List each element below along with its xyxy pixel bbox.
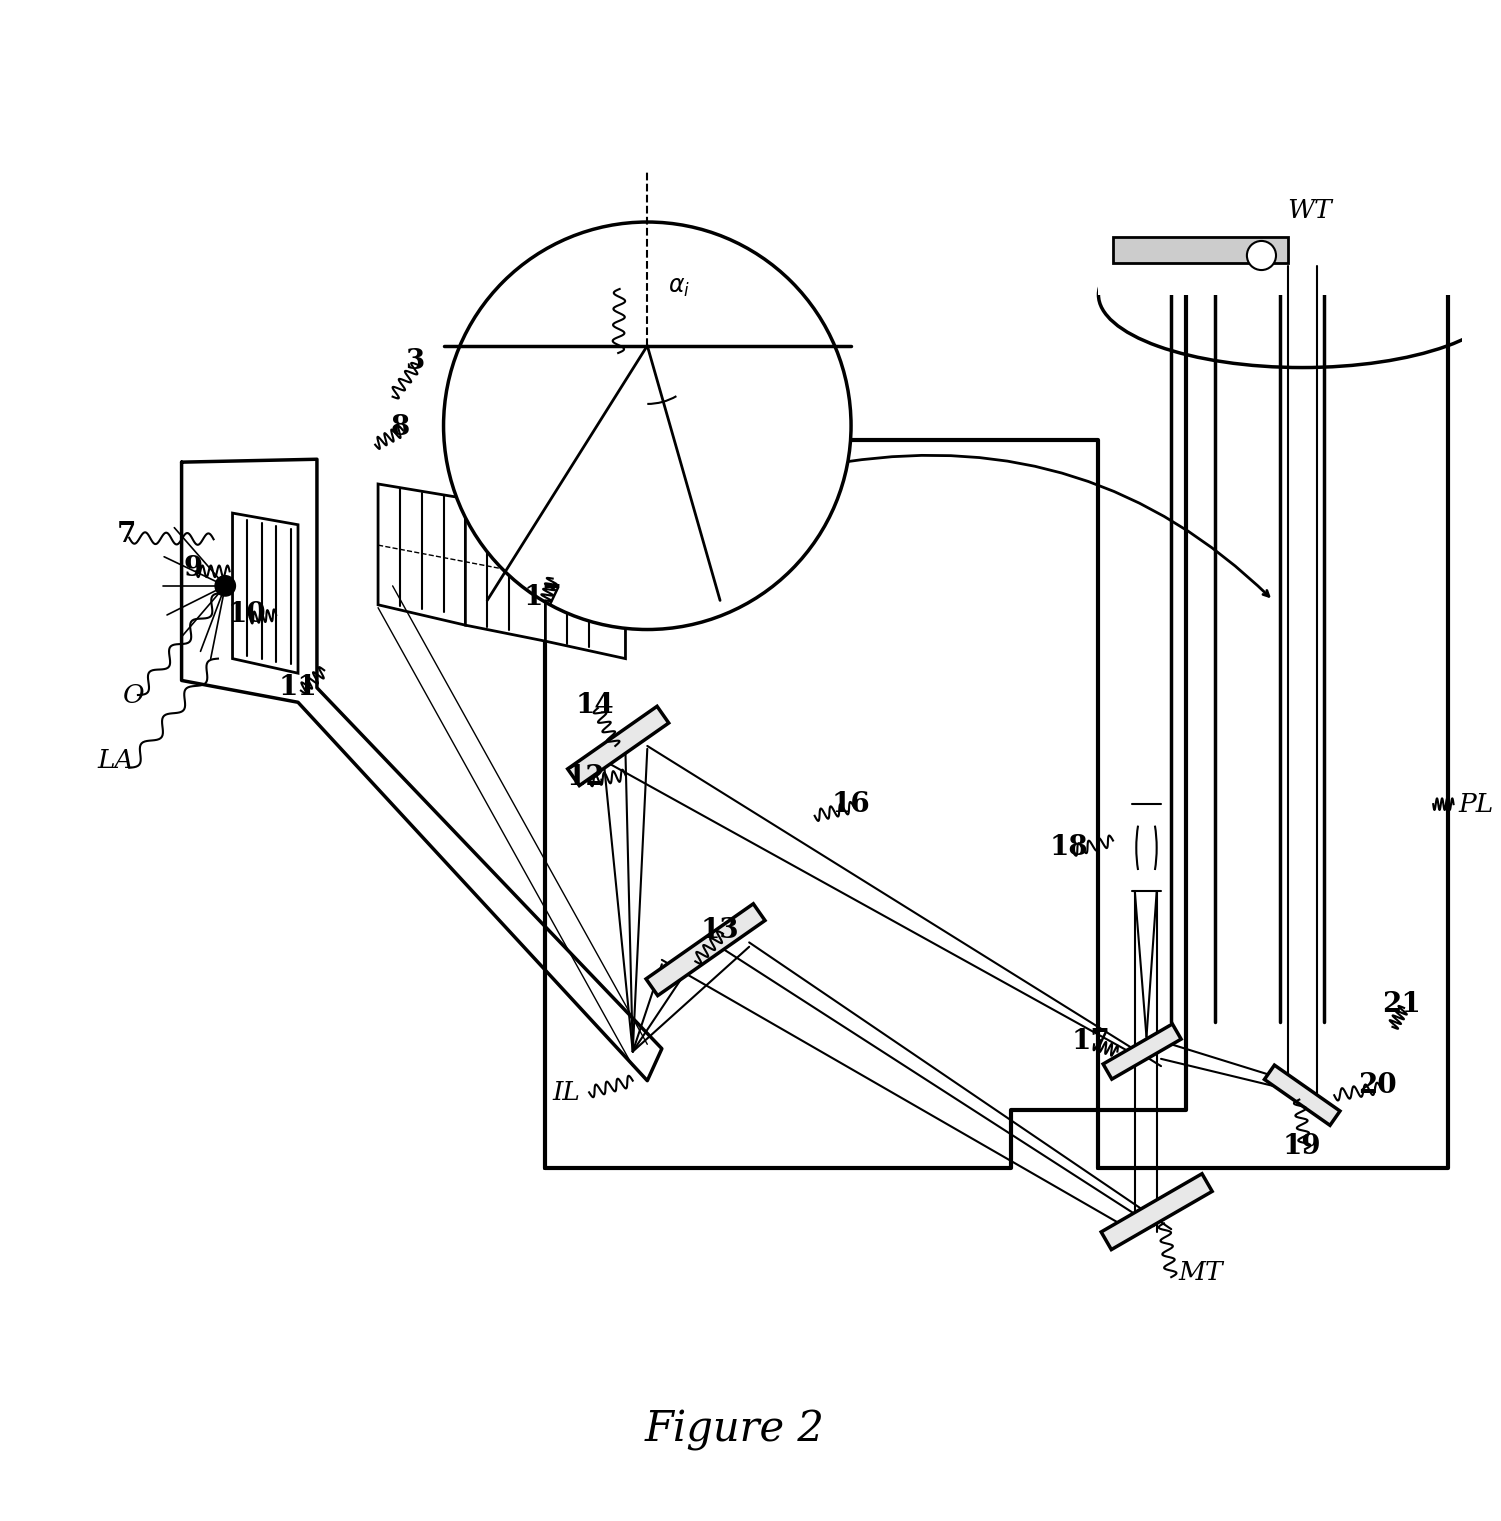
Text: 7: 7 [117, 522, 137, 549]
Text: Figure 2: Figure 2 [645, 1408, 824, 1451]
Text: 11: 11 [279, 674, 317, 701]
Polygon shape [645, 903, 766, 996]
Circle shape [444, 222, 851, 630]
Ellipse shape [1099, 222, 1501, 368]
Polygon shape [545, 516, 626, 659]
Text: IL: IL [552, 1080, 581, 1104]
Text: 9: 9 [183, 555, 203, 583]
Polygon shape [233, 513, 299, 674]
Text: 17: 17 [524, 584, 561, 611]
Text: 16: 16 [832, 791, 871, 818]
Text: LA: LA [98, 748, 134, 773]
Text: 13: 13 [701, 917, 740, 945]
Text: 12: 12 [567, 765, 605, 791]
Text: MT: MT [1178, 1261, 1223, 1285]
Circle shape [1247, 240, 1276, 271]
Polygon shape [567, 706, 669, 785]
Text: WT: WT [1288, 198, 1333, 224]
Text: $\alpha_i$: $\alpha_i$ [668, 275, 690, 300]
Polygon shape [1102, 1174, 1213, 1250]
Circle shape [215, 575, 236, 596]
Text: 21: 21 [1382, 992, 1420, 1019]
Text: 3: 3 [405, 348, 425, 376]
Polygon shape [1103, 1024, 1181, 1078]
Text: 19: 19 [1283, 1133, 1321, 1159]
Text: WT: WT [618, 277, 663, 303]
Polygon shape [378, 484, 465, 625]
Text: 20: 20 [1358, 1071, 1397, 1098]
Text: PL: PL [1457, 791, 1493, 817]
Text: 17: 17 [1072, 1028, 1111, 1056]
Polygon shape [465, 502, 545, 642]
Text: 14: 14 [575, 692, 614, 719]
Text: 8: 8 [390, 414, 410, 441]
Text: O: O [123, 683, 146, 707]
Polygon shape [1114, 237, 1288, 263]
Text: 18: 18 [1051, 835, 1088, 861]
Text: 10: 10 [228, 601, 266, 628]
Polygon shape [1099, 178, 1462, 295]
Polygon shape [1264, 1065, 1340, 1126]
